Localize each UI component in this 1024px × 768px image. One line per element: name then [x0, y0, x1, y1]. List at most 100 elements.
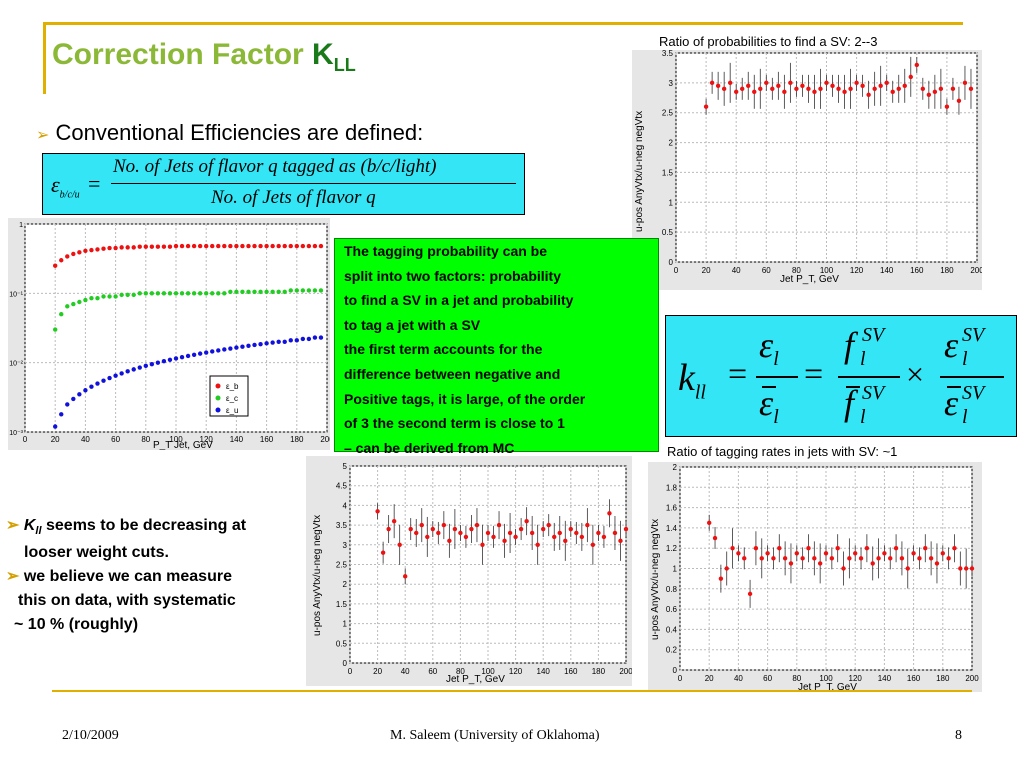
- data-point: [53, 424, 58, 429]
- data-point: [204, 291, 209, 296]
- y-tick-label: 2: [673, 463, 678, 472]
- data-point: [258, 289, 263, 295]
- footer-rule: [52, 690, 972, 692]
- data-point: [173, 356, 179, 361]
- data-point: [179, 291, 185, 296]
- data-point: [161, 358, 167, 364]
- data-point: [752, 89, 757, 95]
- data-point: [414, 530, 419, 536]
- data-point: [458, 530, 463, 536]
- data-point: [59, 258, 64, 263]
- data-point: [818, 86, 823, 92]
- kll-f-den-sub: l: [860, 406, 866, 428]
- data-point: [155, 244, 161, 249]
- sv-ratio-xlabel: Jet P_T, GeV: [780, 274, 839, 285]
- data-point: [258, 243, 263, 249]
- data-point: [836, 86, 841, 92]
- data-point: [228, 289, 233, 295]
- data-point: [270, 289, 275, 295]
- data-point: [216, 243, 221, 249]
- data-point: [95, 247, 100, 252]
- data-point: [234, 243, 239, 249]
- green-line-8: of 3 the second term is close to 1: [344, 415, 565, 432]
- y-tick-label: 10⁻²: [9, 361, 23, 368]
- data-point: [601, 534, 607, 540]
- data-point: [441, 522, 447, 528]
- data-point: [258, 341, 263, 347]
- title-k: KLL: [312, 38, 356, 75]
- data-point: [914, 62, 919, 68]
- kll-f-den-sup: SV: [862, 382, 885, 404]
- data-point: [397, 542, 402, 547]
- y-tick-label: 1: [673, 565, 678, 574]
- data-point: [703, 104, 709, 109]
- x-tick-label: 100: [819, 674, 833, 683]
- data-point: [753, 546, 759, 551]
- data-point: [890, 89, 895, 95]
- data-point: [764, 80, 769, 86]
- x-tick-label: 0: [348, 667, 353, 676]
- data-point: [403, 574, 408, 579]
- kll-plot-axes: 0 20 40 60 80 100 120 140 160 180 200 0 0.5 1 1.5 2 2.5 3…: [336, 462, 632, 676]
- data-point: [952, 546, 957, 551]
- data-point: [870, 561, 875, 566]
- data-point: [306, 288, 312, 293]
- data-point: [228, 243, 233, 249]
- data-point: [946, 556, 951, 561]
- x-tick-label: 40: [732, 266, 741, 275]
- data-point: [375, 509, 380, 514]
- green-line-9: – can be derived from MC: [344, 439, 515, 456]
- data-point: [529, 530, 535, 536]
- data-point: [294, 338, 299, 343]
- x-tick-label: 120: [849, 674, 863, 683]
- kll-eps-den: εl: [759, 382, 779, 429]
- y-tick-label: 0.4: [666, 625, 678, 634]
- data-point: [853, 551, 858, 556]
- data-point: [167, 357, 173, 362]
- kll-eps-num: εl: [759, 324, 779, 371]
- data-point: [252, 342, 257, 348]
- data-point: [59, 412, 64, 417]
- data-point: [222, 347, 227, 352]
- data-point: [167, 244, 173, 249]
- data-point: [282, 289, 287, 295]
- y-tick-label: 1: [343, 620, 348, 629]
- efficiency-xlabel: P_T Jet, GeV: [153, 440, 213, 450]
- data-point: [518, 526, 524, 532]
- x-tick-label: 0: [23, 435, 28, 444]
- kll-eps-den-overbar: [762, 386, 776, 388]
- x-tick-label: 140: [230, 435, 244, 444]
- data-point: [806, 546, 811, 551]
- data-point: [812, 556, 817, 561]
- data-point: [718, 576, 724, 581]
- data-point: [288, 243, 293, 249]
- data-point: [958, 566, 963, 571]
- data-point: [800, 83, 805, 89]
- formula-numerator: No. of Jets of flavor q tagged as (b/c/l…: [113, 156, 437, 177]
- data-point: [276, 339, 281, 344]
- data-point: [264, 289, 269, 295]
- y-tick-label: 1: [669, 198, 674, 207]
- sv-ratio-axes: 0 20 40 60 80 100 120 140 160 180 200 0 0.5 1 1.5 2 2.5 3…: [662, 50, 982, 275]
- kll-eps-num-symbol: ε: [759, 325, 774, 365]
- data-point: [882, 551, 887, 556]
- data-point: [161, 244, 167, 249]
- data-point: [246, 343, 251, 349]
- data-point: [596, 530, 601, 536]
- x-tick-label: 60: [762, 266, 771, 275]
- data-point: [502, 538, 507, 544]
- data-point: [447, 538, 452, 544]
- data-point: [950, 86, 956, 92]
- legend-marker: [215, 395, 221, 401]
- data-point: [119, 292, 124, 298]
- legend-label: ε_u: [226, 406, 238, 415]
- data-point: [746, 83, 751, 89]
- efficiency-legend: [209, 375, 249, 417]
- data-point: [312, 243, 318, 249]
- tag-ratio-ylabel: u-pos AnyVtx/u-neg negVtx: [650, 519, 661, 640]
- kll-k-letter: k: [678, 357, 695, 399]
- x-tick-label: 140: [878, 674, 892, 683]
- data-point: [264, 243, 269, 249]
- left-point-2: looser weight cuts.: [24, 544, 169, 561]
- x-tick-label: 80: [792, 674, 801, 683]
